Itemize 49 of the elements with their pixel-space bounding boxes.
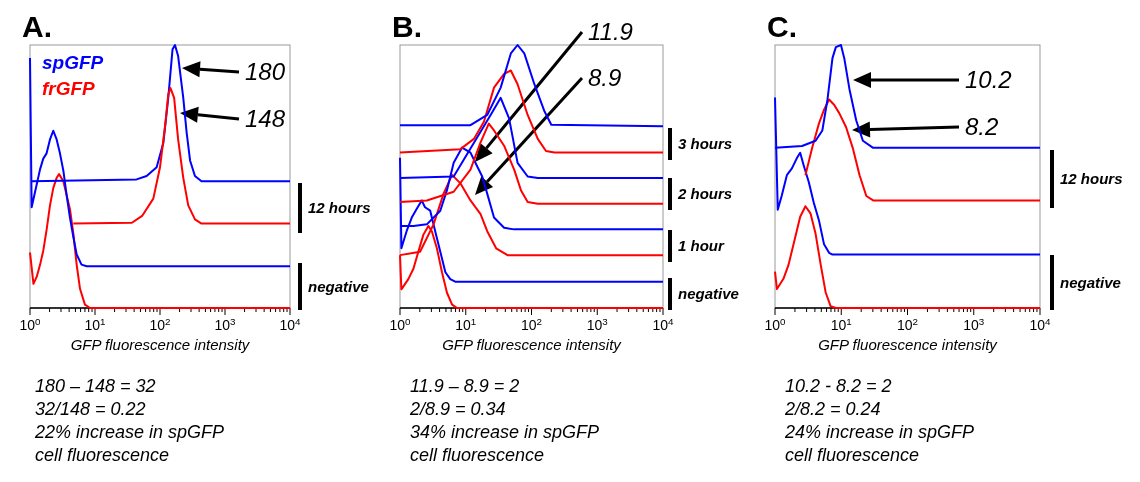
text: negative [1060, 273, 1121, 291]
text: 3 hours [678, 135, 733, 152]
x-tick-label: 10$^{2}$ [896, 315, 919, 333]
chart-title: C. [767, 10, 797, 43]
x-tick-label: 10$^{1}$ [84, 315, 106, 333]
x-axis-title: GFP fluorescence intensity [818, 336, 999, 353]
text: 1 hour [678, 237, 725, 254]
x-tick-label: 10$^{3}$ [586, 315, 609, 333]
annotation: 180 [245, 58, 286, 85]
x-tick-label: 10$^{0}$ [19, 315, 42, 333]
text: negative [678, 285, 739, 302]
text: 12 hours [1060, 170, 1123, 187]
annotation: 148 [245, 105, 286, 132]
x-tick-label: 10$^{4}$ [652, 315, 675, 333]
text: cell fluorescence [410, 445, 545, 465]
text: spGFP [42, 52, 104, 73]
text: 11.9 – 8.9 = 2 [410, 376, 520, 396]
x-tick-label: 10$^{3}$ [963, 315, 985, 333]
x-tick-label: 10$^{4}$ [279, 315, 302, 333]
x-tick-label: 10$^{4}$ [1029, 315, 1052, 333]
chart-title: B. [392, 10, 422, 43]
text: 12 hours [308, 199, 371, 216]
text: 180 – 148 = 32 [35, 376, 156, 396]
text: 24% increase in spGFP [784, 422, 975, 442]
annotation: 8.2 [965, 113, 999, 140]
x-tick-label: 10$^{0}$ [389, 315, 412, 333]
text: 2/8.2 = 0.24 [784, 399, 881, 419]
annotation: 8.9 [588, 64, 622, 91]
x-tick-label: 10$^{2}$ [149, 315, 171, 333]
text: frGFP [42, 78, 96, 99]
text: negative [308, 277, 369, 295]
text: 34% increase in spGFP [410, 422, 600, 442]
annotation: 11.9 [588, 18, 633, 45]
text: cell fluorescence [785, 445, 920, 465]
text: cell fluorescence [35, 445, 170, 465]
annotation: 10.2 [965, 66, 1012, 93]
chart-title: A. [22, 10, 52, 43]
text: 2/8.9 = 0.34 [409, 399, 506, 419]
text: 22% increase in spGFP [34, 422, 225, 442]
x-tick-label: 10$^{3}$ [214, 315, 237, 333]
text: 32/148 = 0.22 [35, 399, 146, 419]
x-axis-title: GFP fluorescence intensity [442, 336, 623, 353]
x-tick-label: 10$^{0}$ [764, 315, 787, 333]
x-tick-label: 10$^{2}$ [520, 315, 543, 333]
x-axis-title: GFP fluorescence intensity [70, 336, 251, 353]
text: 10.2 - 8.2 = 2 [785, 376, 892, 396]
x-tick-label: 10$^{1}$ [455, 315, 477, 333]
x-tick-label: 10$^{1}$ [830, 315, 852, 333]
text: 2 hours [677, 185, 733, 202]
